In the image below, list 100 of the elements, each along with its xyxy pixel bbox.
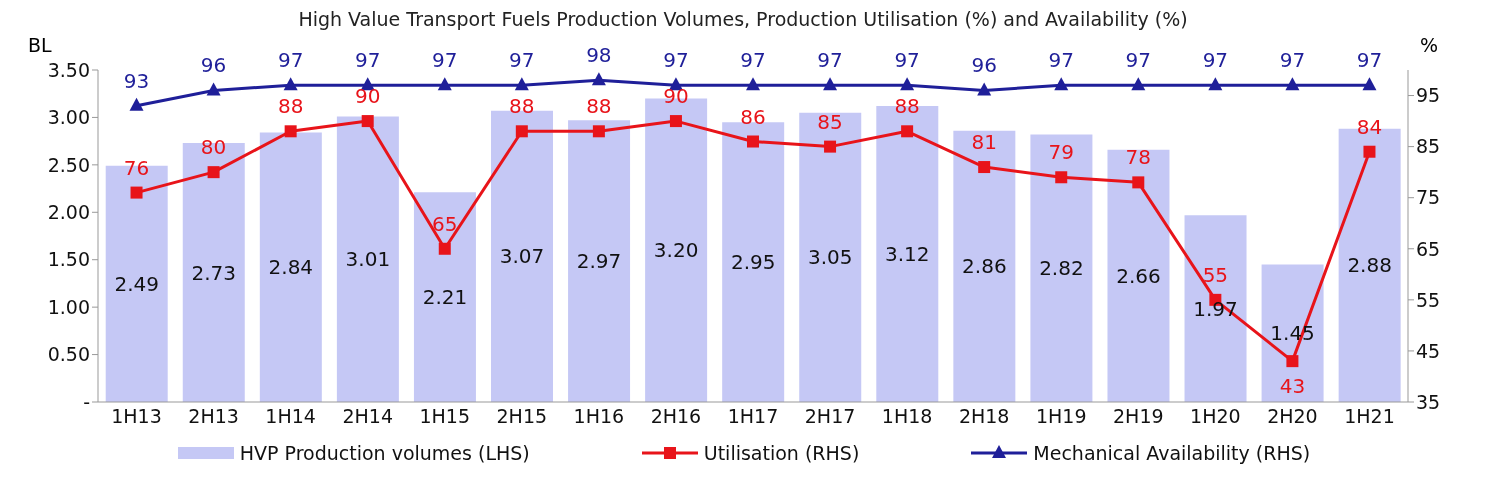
data-label: 97 (1202, 48, 1229, 73)
x-tick-label: 1H15 (419, 405, 471, 428)
y-tick-label: 3.50 (47, 58, 90, 81)
point (129, 97, 144, 111)
y-tick-label: 2.00 (47, 201, 90, 224)
data-label: 93 (123, 68, 150, 93)
x-tick-label: 1H18 (881, 405, 933, 428)
data-label: 97 (894, 48, 920, 73)
y2-tick-label: 55 (1416, 288, 1441, 311)
data-label: 97 (1125, 48, 1152, 73)
point (438, 242, 451, 255)
y-tick-label: 3.00 (47, 106, 90, 129)
y-axis-title: BL (28, 34, 52, 56)
data-label: 97 (740, 48, 766, 73)
data-label: 97 (509, 48, 535, 73)
bar (1107, 149, 1170, 402)
x-tick-label: 1H17 (727, 405, 779, 428)
data-label: 88 (586, 94, 612, 119)
bar (799, 112, 862, 402)
point (1286, 355, 1299, 368)
x-tick-label: 1H21 (1344, 405, 1395, 428)
x-tick-label: 2H13 (188, 405, 239, 428)
point (591, 72, 606, 86)
data-label: 3.12 (885, 242, 930, 267)
x-tick-label: 2H17 (804, 405, 856, 428)
x-tick-label: 2H15 (496, 405, 548, 428)
point (823, 77, 838, 91)
x-tick-label: 1H16 (573, 405, 625, 428)
data-label: 97 (354, 48, 381, 73)
data-label: 97 (432, 48, 458, 73)
bar (259, 132, 322, 402)
data-label: 90 (354, 84, 381, 109)
y-tick-label: 2.50 (47, 153, 90, 176)
bar (953, 130, 1016, 402)
data-label: 97 (1048, 48, 1074, 73)
point (900, 77, 915, 91)
x-tick-label: 1H13 (111, 405, 162, 428)
data-label: 96 (200, 53, 227, 78)
point (1131, 77, 1146, 91)
x-tick-label: 2H20 (1267, 405, 1318, 428)
x-tick-label: 1H14 (265, 405, 316, 428)
point (669, 115, 682, 128)
y-tick-label: 1.50 (47, 248, 90, 271)
point (977, 82, 992, 96)
data-label: 2.88 (1347, 253, 1392, 278)
x-tick-label: 1H19 (1035, 405, 1087, 428)
data-label: 3.07 (499, 244, 545, 269)
point (901, 125, 914, 138)
data-label: 88 (277, 94, 304, 119)
bar (1184, 215, 1247, 402)
legend-label: HVP Production volumes (LHS) (238, 442, 530, 464)
data-label: 2.66 (1116, 263, 1161, 288)
point (1132, 176, 1145, 189)
data-label: 97 (817, 48, 843, 73)
point (283, 77, 298, 91)
y2-tick-label: 85 (1416, 135, 1441, 158)
data-label: 65 (432, 211, 458, 236)
data-label: 2.97 (576, 249, 622, 274)
y2-tick-label: 45 (1416, 339, 1441, 362)
bar (568, 120, 631, 402)
data-label: 97 (1356, 48, 1383, 73)
point (1362, 77, 1377, 91)
data-label: 3.20 (653, 238, 699, 263)
point (284, 125, 297, 138)
data-label: 98 (586, 43, 612, 68)
x-tick-label: 1H20 (1190, 405, 1241, 428)
bar (336, 116, 399, 402)
chart-title: High Value Transport Fuels Production Volumes, Production Utilisation (%) and Availability (%) (297, 8, 1189, 32)
point (824, 140, 837, 153)
data-label: 2.84 (268, 255, 314, 280)
point (1054, 77, 1069, 91)
legend-label: Utilisation (RHS) (702, 442, 860, 464)
data-label: 3.01 (345, 247, 391, 272)
data-label: 88 (894, 94, 920, 119)
data-label: 2.86 (962, 254, 1007, 279)
x-tick-label: 2H18 (958, 405, 1010, 428)
data-label: 90 (663, 84, 689, 109)
data-label: 96 (971, 53, 997, 78)
data-label: 78 (1125, 145, 1152, 170)
point (207, 166, 220, 179)
data-label: 76 (123, 155, 150, 180)
data-label: 43 (1279, 374, 1306, 399)
point (747, 135, 759, 148)
data-label: 84 (1356, 114, 1383, 139)
point (978, 161, 991, 174)
point (206, 82, 221, 96)
y-tick-label: 1.00 (47, 295, 90, 318)
data-label: 97 (1279, 48, 1306, 73)
point (1363, 145, 1376, 158)
y-tick-label: - (83, 390, 90, 413)
x-tick-label: 2H16 (650, 405, 702, 428)
point (130, 186, 143, 199)
data-label: 97 (663, 48, 689, 73)
point (1055, 171, 1068, 184)
bar (413, 192, 476, 402)
point (361, 115, 374, 128)
data-label: 88 (509, 94, 535, 119)
data-label: 97 (277, 48, 304, 73)
data-label: 2.95 (730, 250, 776, 275)
bar (1261, 264, 1324, 402)
